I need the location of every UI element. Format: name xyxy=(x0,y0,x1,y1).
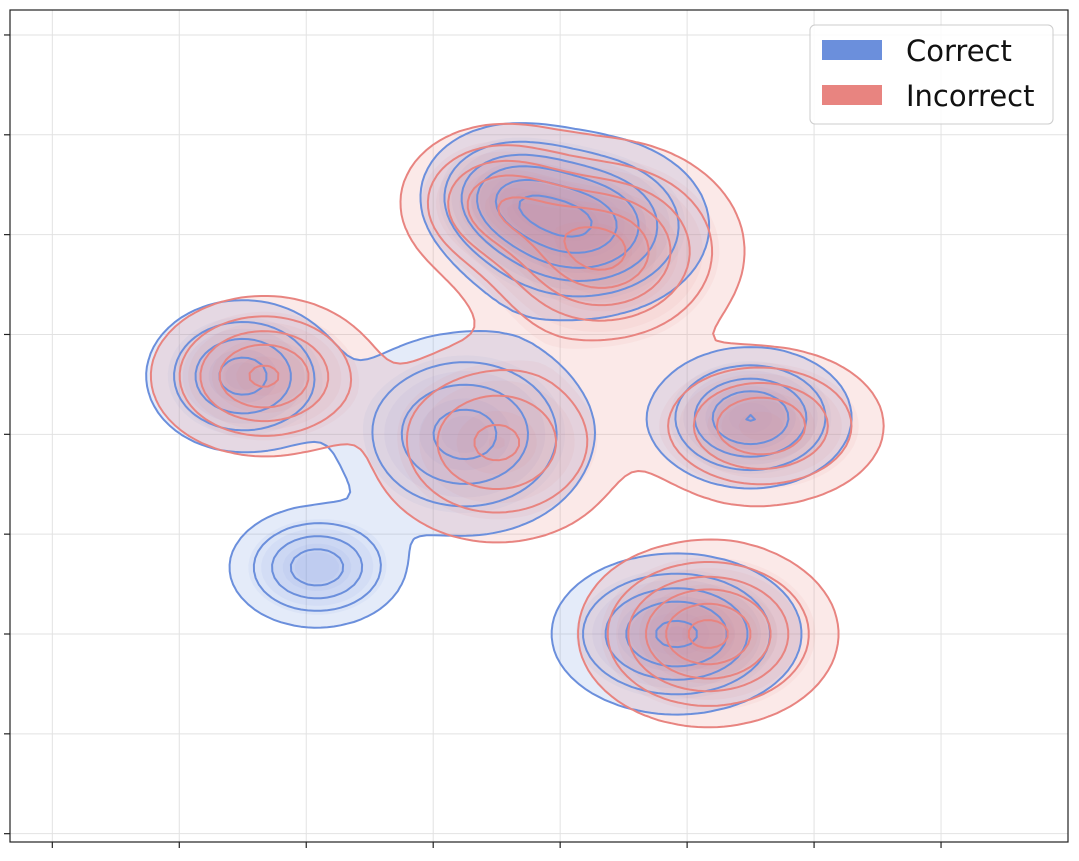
incorrect-density-fill-6 xyxy=(236,188,784,670)
correct-density-fill-1 xyxy=(167,137,832,699)
legend: Correct Incorrect xyxy=(809,24,1054,125)
incorrect-contour-line-3 xyxy=(218,174,807,680)
incorrect-contour-line-5 xyxy=(563,226,729,649)
legend-swatch-incorrect xyxy=(822,85,882,105)
density-contours xyxy=(145,122,885,729)
incorrect-contour-line-1 xyxy=(178,144,853,707)
correct-density-fill-2 xyxy=(182,147,818,689)
correct-density-fill-3 xyxy=(195,154,807,680)
legend-swatch-correct xyxy=(822,40,882,60)
legend-label-incorrect: Incorrect xyxy=(906,79,1034,113)
incorrect-density-fill-2 xyxy=(188,151,842,700)
axis-ticks xyxy=(4,34,942,848)
correct-density-fill-6 xyxy=(488,174,773,656)
incorrect-contour-line-4 xyxy=(248,196,752,666)
incorrect-contour-line-2 xyxy=(199,159,829,693)
legend-label-correct: Correct xyxy=(906,34,1012,68)
correct-contour-line-0 xyxy=(145,122,853,716)
density-fills xyxy=(146,123,884,728)
correct-density-fill-7 xyxy=(499,182,689,642)
correct-density-fill-4 xyxy=(208,161,796,672)
plot-frame xyxy=(9,9,1069,843)
incorrect-density-fill-7 xyxy=(507,202,747,662)
correct-contour-line-5 xyxy=(518,194,593,238)
incorrect-density-fill-5 xyxy=(223,178,801,677)
incorrect-density-fill-4 xyxy=(211,169,815,684)
incorrect-contour-line-0 xyxy=(149,122,885,729)
grid xyxy=(10,10,1068,842)
incorrect-density-fill-1 xyxy=(173,140,859,711)
